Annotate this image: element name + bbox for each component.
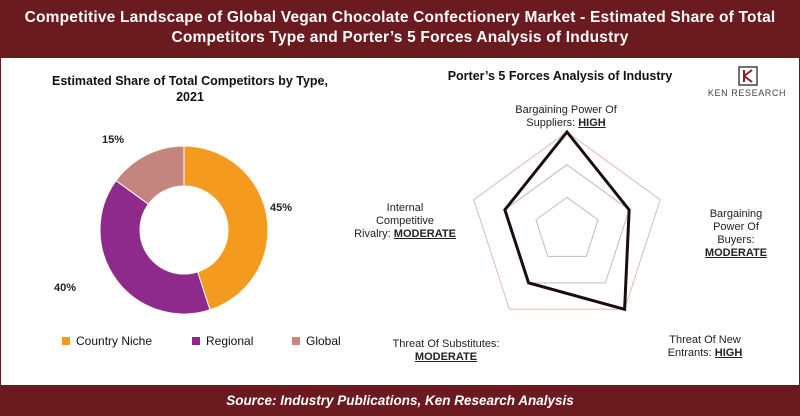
radar-label-rivalry-line-2: Competitive [375, 215, 435, 227]
radar-label-new-entrants-line-1: Threat Of New [669, 334, 741, 346]
radar-level-buyers: MODERATE [704, 247, 768, 259]
title-line-1: Competitive Landscape of Global Vegan Ch… [24, 9, 776, 26]
legend-swatch-country-niche [62, 337, 70, 345]
radar-label-rivalry-line-1: Internal [386, 202, 424, 214]
radar-label-suppliers-line-2: Suppliers: [526, 117, 576, 129]
legend-label-global: Global [306, 334, 341, 348]
radar-level-rivalry: MODERATE [393, 228, 456, 240]
radar-grid-ring [504, 164, 630, 284]
legend-item-global: Global [292, 334, 341, 348]
title-banner: Competitive Landscape of Global Vegan Ch… [0, 0, 800, 58]
radar-level-substitutes: MODERATE [414, 351, 478, 363]
radar-label-substitutes: Threat Of Substitutes: MODERATE [376, 338, 516, 364]
legend-label-regional: Regional [206, 334, 254, 348]
radar-label-buyers-line-3: Buyers: [717, 234, 755, 246]
donut-chart-title: Estimated Share of Total Competitors by … [30, 73, 350, 105]
source-footer: Source: Industry Publications, Ken Resea… [0, 386, 800, 416]
radar-level-new-entrants: HIGH [714, 347, 743, 359]
radar-grid-ring [473, 131, 661, 310]
donut-label-country-niche: 45% [270, 202, 293, 214]
radar-level-suppliers: HIGH [578, 117, 606, 129]
title-line-2: Competitors Type and Porter’s 5 Forces A… [171, 29, 629, 46]
radar-label-buyers-line-2: Power Of [713, 221, 759, 233]
radar-grid-ring [535, 196, 599, 257]
donut-title-line-2: 2021 [176, 90, 204, 104]
donut-slice-global [115, 145, 185, 205]
donut-chart [99, 145, 269, 315]
donut-label-regional: 40% [54, 282, 77, 294]
radar-label-suppliers-line-1: Bargaining Power Of [515, 104, 617, 116]
ken-research-logo-icon [738, 66, 758, 86]
radar-label-rivalry-line-3: Rivalry: [354, 228, 391, 240]
radar-label-new-entrants-line-2: Entrants: [667, 347, 712, 359]
radar-label-buyers-line-1: Bargaining [709, 208, 763, 220]
legend-label-country-niche: Country Niche [76, 334, 153, 348]
radar-chart [473, 129, 661, 312]
donut-title-line-1: Estimated Share of Total Competitors by … [52, 74, 328, 88]
radar-label-new-entrants: Threat Of New Entrants: HIGH [650, 334, 760, 360]
donut-slice-regional [99, 179, 211, 315]
donut-slice-country-niche [183, 145, 269, 311]
radar-chart-title: Porter’s 5 Forces Analysis of Industry [447, 69, 673, 83]
radar-series-polygon [503, 129, 631, 312]
donut-label-global: 15% [102, 134, 125, 146]
legend-item-country-niche: Country Niche [62, 334, 152, 348]
radar-label-buyers: Bargaining Power Of Buyers: MODERATE [690, 208, 782, 260]
radar-label-suppliers: Bargaining Power Of Suppliers: HIGH [486, 104, 646, 130]
ken-research-logo-text: KEN RESEARCH [707, 88, 787, 98]
radar-label-rivalry: Internal Competitive Rivalry: MODERATE [340, 202, 470, 241]
legend-swatch-global [292, 337, 300, 345]
ken-research-logo: KEN RESEARCH [700, 66, 794, 100]
legend-swatch-regional [192, 337, 200, 345]
radar-label-substitutes-line-1: Threat Of Substitutes: [392, 338, 500, 350]
legend-item-regional: Regional [192, 334, 253, 348]
